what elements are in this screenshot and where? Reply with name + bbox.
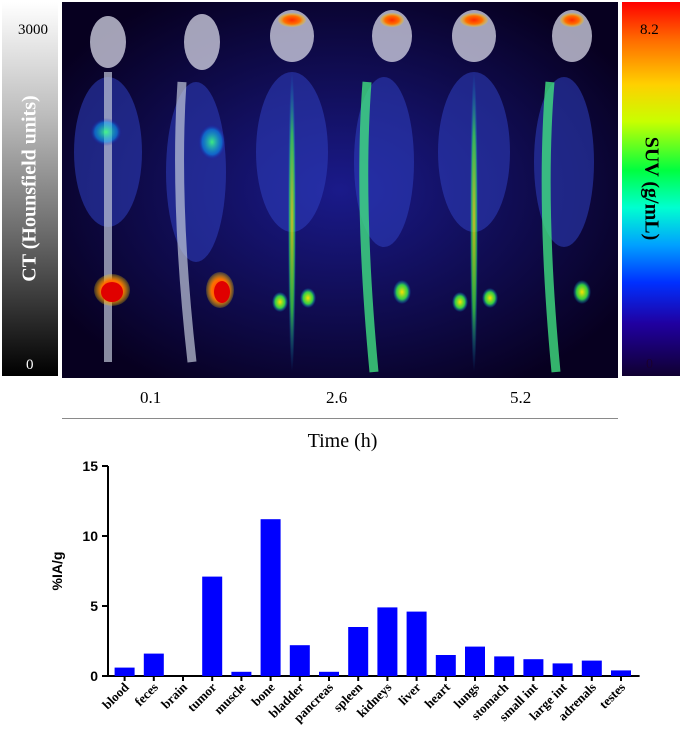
bar-testes	[611, 670, 631, 676]
timepoint-label: 5.2	[510, 388, 532, 407]
bar-spleen	[348, 627, 369, 676]
ct-colorbar-label: CT (Hounsfield units)	[18, 95, 41, 282]
mouse-scan-4	[354, 10, 414, 373]
bar-adrenals	[581, 660, 602, 676]
x-tick-label: feces	[131, 680, 160, 709]
ct-colorbar	[2, 2, 58, 376]
x-tick-label: liver	[395, 679, 424, 708]
bar-lungs	[465, 646, 485, 676]
mouse-scan-6	[534, 10, 594, 373]
mouse-scan-5	[438, 10, 510, 372]
mouse-scan-3	[256, 10, 328, 372]
y-tick-label: 10	[82, 528, 98, 544]
bar-heart	[435, 655, 456, 676]
y-tick-label: 5	[90, 598, 98, 614]
bar-liver	[406, 611, 427, 676]
time-axis-line	[62, 418, 618, 419]
suv-colorbar-min: 0	[646, 357, 653, 372]
bar-bladder	[289, 645, 310, 676]
suv-colorbar-label: SUV (g/mL)	[640, 136, 663, 241]
bar-bone	[260, 519, 281, 676]
y-tick-label: 0	[90, 668, 98, 684]
timepoint-label: 2.6	[326, 388, 348, 407]
mouse-scan-2	[166, 14, 234, 363]
bar-stomach	[494, 656, 515, 676]
bar-tumor	[202, 576, 223, 676]
x-tick-label: heart	[421, 679, 453, 711]
suv-colorbar	[622, 2, 680, 376]
y-tick-label: 15	[82, 458, 98, 474]
ct-colorbar-max: 3000	[18, 22, 48, 38]
bar-muscle	[231, 671, 252, 676]
bar-small-int	[523, 659, 544, 676]
x-tick-label: muscle	[211, 679, 249, 717]
suv-colorbar-max: 8.2	[640, 22, 659, 38]
bar-kidneys	[377, 607, 398, 676]
bar-feces	[143, 653, 164, 676]
bar-pancreas	[319, 671, 339, 676]
mouse-scan-1	[74, 16, 142, 362]
time-axis-title: Time (h)	[307, 430, 378, 452]
bar-blood	[114, 667, 135, 676]
pet-ct-scan-panel	[62, 2, 618, 378]
x-tick-label: blood	[99, 679, 132, 712]
y-axis-label: %IA/g	[49, 552, 65, 591]
ct-colorbar-min: 0	[26, 357, 34, 373]
x-tick-label: testes	[596, 680, 628, 712]
bar-large-int	[552, 663, 573, 676]
pet-ct-scan-image	[62, 2, 618, 378]
timepoint-label: 0.1	[140, 388, 162, 407]
